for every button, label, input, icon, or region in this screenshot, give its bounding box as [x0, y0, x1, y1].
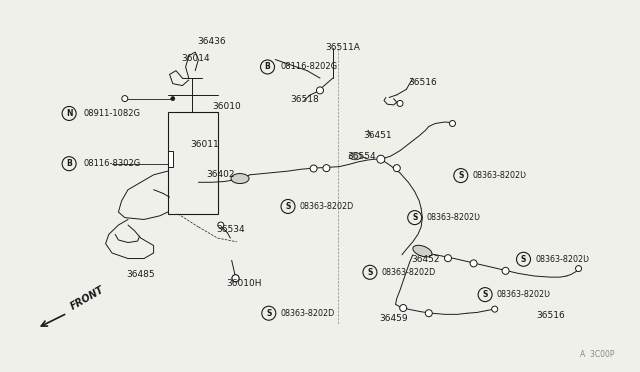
Bar — [168, 151, 173, 167]
Circle shape — [470, 260, 477, 267]
Text: 36516: 36516 — [408, 78, 437, 87]
Circle shape — [310, 165, 317, 172]
Text: 36010: 36010 — [212, 102, 241, 111]
Text: 08363-8202Ʋ: 08363-8202Ʋ — [472, 171, 526, 180]
Text: S: S — [285, 202, 291, 211]
Circle shape — [400, 305, 406, 311]
Text: 08363-8202Ʋ: 08363-8202Ʋ — [426, 213, 480, 222]
Circle shape — [218, 222, 224, 228]
Text: N: N — [66, 109, 72, 118]
Circle shape — [445, 255, 451, 262]
Text: S: S — [412, 213, 417, 222]
Text: 08363-8202D: 08363-8202D — [300, 202, 354, 211]
Text: 36402: 36402 — [206, 170, 235, 179]
Text: 36010H: 36010H — [226, 279, 261, 288]
Text: A  3C00P: A 3C00P — [580, 350, 614, 359]
Circle shape — [449, 121, 456, 126]
Bar — [168, 112, 218, 214]
Circle shape — [122, 96, 128, 102]
Text: 08911-1082G: 08911-1082G — [83, 109, 140, 118]
Circle shape — [426, 310, 432, 317]
Text: 36011: 36011 — [191, 140, 220, 149]
Text: B: B — [67, 159, 72, 168]
Ellipse shape — [349, 153, 361, 160]
Text: B: B — [265, 62, 270, 71]
Text: 08116-8202G: 08116-8202G — [280, 62, 337, 71]
Text: 08116-8302G: 08116-8302G — [83, 159, 140, 168]
Text: S: S — [483, 290, 488, 299]
Text: 08363-8202D: 08363-8202D — [381, 268, 436, 277]
Circle shape — [171, 97, 175, 100]
Circle shape — [397, 100, 403, 106]
Text: 36516: 36516 — [536, 311, 565, 320]
Circle shape — [232, 275, 239, 282]
Circle shape — [377, 155, 385, 163]
Text: 36554: 36554 — [348, 153, 376, 161]
Text: 36534: 36534 — [216, 225, 245, 234]
Text: 36485: 36485 — [127, 270, 156, 279]
Circle shape — [502, 267, 509, 274]
Text: 36452: 36452 — [412, 255, 440, 264]
Text: S: S — [266, 309, 271, 318]
Circle shape — [575, 266, 582, 272]
Circle shape — [492, 306, 498, 312]
Text: 36451: 36451 — [364, 131, 392, 140]
Text: 36511A: 36511A — [325, 43, 360, 52]
Text: S: S — [367, 268, 372, 277]
Text: 08363-8202Ʋ: 08363-8202Ʋ — [497, 290, 550, 299]
Text: 08363-8202D: 08363-8202D — [280, 309, 335, 318]
Text: 36436: 36436 — [197, 37, 226, 46]
Text: FRONT: FRONT — [69, 285, 106, 312]
Circle shape — [317, 87, 323, 94]
Text: 08363-8202Ʋ: 08363-8202Ʋ — [535, 255, 589, 264]
Circle shape — [394, 165, 400, 171]
Ellipse shape — [413, 245, 432, 257]
Text: 36014: 36014 — [181, 54, 210, 63]
Circle shape — [232, 275, 239, 282]
Text: 36459: 36459 — [380, 314, 408, 323]
Ellipse shape — [231, 174, 249, 183]
Circle shape — [323, 165, 330, 171]
Text: S: S — [521, 255, 526, 264]
Text: S: S — [458, 171, 463, 180]
Text: 36518: 36518 — [290, 95, 319, 104]
